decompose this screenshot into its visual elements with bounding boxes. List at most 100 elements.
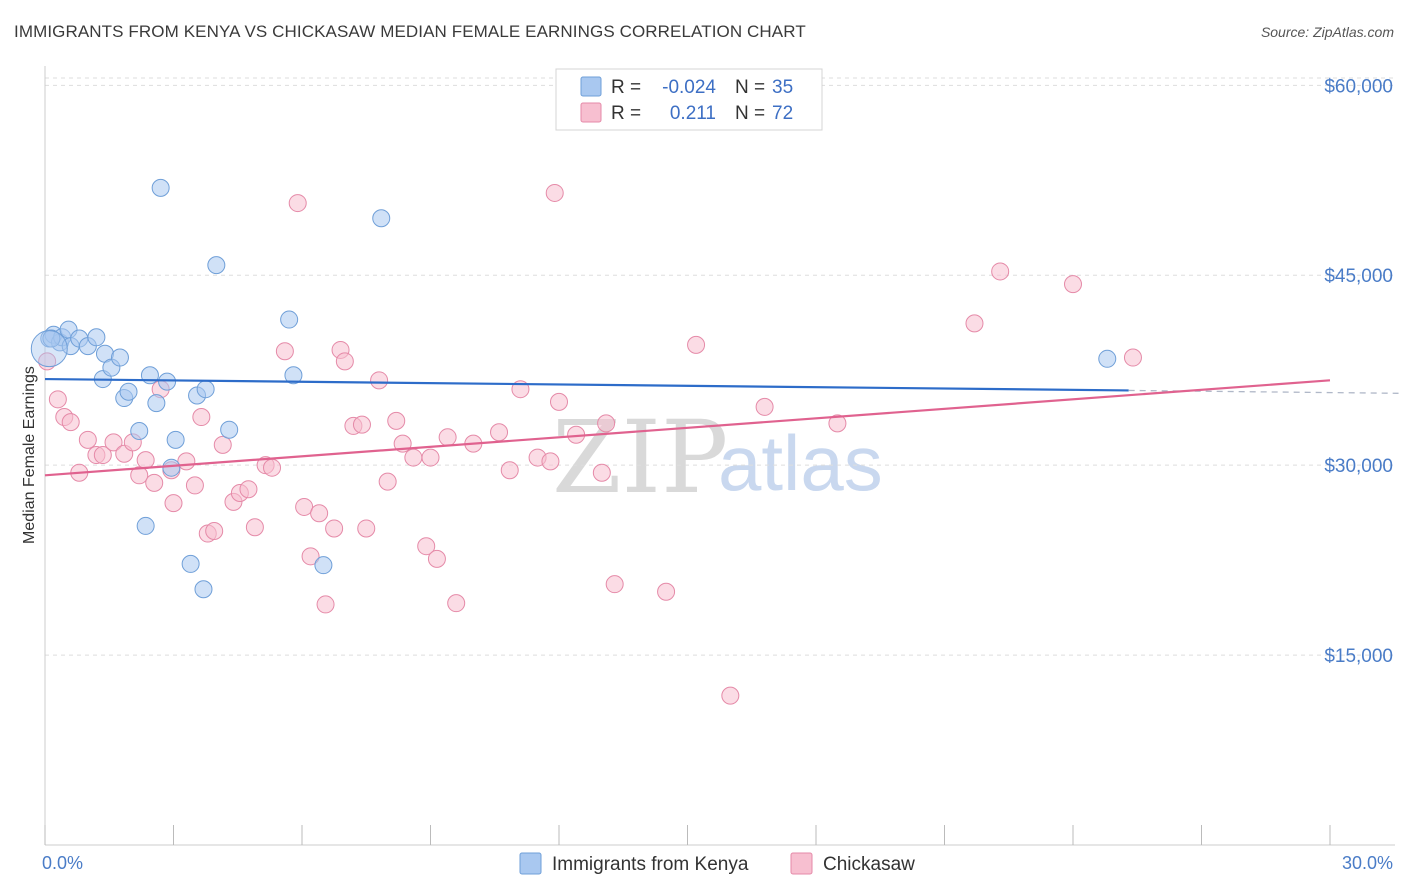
chickasaw-points — [38, 183, 1142, 705]
bottom-legend-swatch-kenya — [519, 852, 542, 875]
chickasaw-point — [500, 461, 519, 480]
tick-labels: $15,000 $30,000 $45,000 $60,000 0.0% 30.0% — [42, 76, 1393, 873]
chickasaw-point — [185, 476, 204, 495]
chickasaw-point — [592, 463, 611, 482]
kenya-point — [42, 329, 61, 348]
legend-r-label: R = — [611, 77, 641, 98]
chickasaw-point — [295, 497, 314, 516]
chickasaw-point — [721, 686, 740, 705]
chickasaw-point — [177, 452, 196, 471]
chickasaw-point — [755, 397, 774, 416]
legend-n-chickasaw: 72 — [772, 103, 793, 124]
kenya-point — [162, 458, 181, 477]
trend-lines — [44, 377, 1399, 477]
chickasaw-point — [263, 458, 282, 477]
kenya-point — [194, 580, 213, 599]
chickasaw-point — [145, 473, 164, 492]
chickasaw-point — [597, 414, 616, 433]
chart-title: IMMIGRANTS FROM KENYA VS CHICKASAW MEDIA… — [14, 22, 806, 41]
kenya-point — [130, 421, 149, 440]
chickasaw-point — [1064, 275, 1082, 294]
legend-swatch-kenya — [580, 76, 602, 97]
kenya-point — [119, 382, 138, 401]
legend-swatch-chickasaw — [580, 102, 602, 123]
series-legend: Immigrants from Kenya Chickasaw — [519, 852, 915, 875]
chickasaw-point — [605, 575, 624, 594]
chickasaw-point — [205, 522, 224, 540]
legend-n-kenya: 35 — [772, 77, 793, 98]
chickasaw-point — [545, 183, 564, 202]
source-credit: Source: ZipAtlas.com — [1260, 24, 1394, 40]
kenya-point — [110, 348, 129, 367]
kenya-point — [314, 556, 333, 575]
kenya-cluster-point — [30, 330, 68, 368]
kenya-point — [196, 380, 215, 399]
chickasaw-point — [965, 314, 984, 333]
chickasaw-point — [404, 448, 423, 467]
watermark-zip: ZIP — [552, 399, 728, 516]
chickasaw-point — [301, 547, 320, 566]
watermark-atlas: atlas — [718, 419, 883, 507]
y-tick-label: $45,000 — [1324, 266, 1393, 287]
chickasaw-point — [78, 430, 97, 449]
kenya-point — [87, 328, 106, 347]
kenya-point — [136, 516, 155, 535]
bottom-legend-swatch-chickasaw — [790, 852, 813, 875]
y-axis-title: Median Female Earnings — [21, 366, 38, 544]
kenya-point — [220, 420, 239, 439]
chickasaw-point — [310, 504, 329, 523]
chickasaw-point — [48, 390, 67, 409]
kenya-point — [151, 178, 170, 197]
chickasaw-point — [991, 262, 1010, 281]
chickasaw-point — [447, 594, 466, 613]
y-tick-label: $60,000 — [1324, 76, 1393, 97]
chickasaw-point — [427, 549, 446, 568]
chickasaw-point — [104, 433, 123, 452]
chickasaw-point — [1123, 348, 1142, 367]
x-tick-label-start: 0.0% — [42, 853, 83, 873]
chickasaw-point — [93, 446, 112, 465]
chickasaw-point — [239, 480, 258, 499]
legend-n-label: N = — [735, 77, 765, 98]
chickasaw-point — [164, 494, 183, 513]
chickasaw-point — [316, 595, 335, 614]
x-tick-label-end: 30.0% — [1342, 853, 1393, 873]
kenya-points — [30, 178, 1117, 599]
chickasaw-point — [136, 451, 155, 470]
chickasaw-point — [687, 335, 706, 354]
chickasaw-point — [387, 411, 406, 430]
legend-n-label-2: N = — [735, 103, 765, 124]
chickasaw-point — [61, 413, 80, 432]
kenya-point — [372, 209, 391, 228]
chickasaw-point — [438, 428, 457, 447]
kenya-point — [181, 554, 200, 573]
chickasaw-point — [550, 392, 568, 411]
legend-r-chickasaw: 0.211 — [670, 103, 716, 124]
axes — [44, 66, 1395, 846]
kenya-point — [158, 372, 177, 391]
chickasaw-point — [213, 435, 232, 454]
chickasaw-point — [325, 519, 344, 538]
chickasaw-point — [288, 194, 307, 213]
grid-lines — [45, 77, 1395, 656]
chickasaw-point — [421, 448, 440, 467]
chickasaw-point — [370, 371, 389, 390]
legend-r-label-2: R = — [611, 103, 641, 124]
kenya-point — [280, 310, 299, 329]
chickasaw-point — [352, 415, 371, 434]
kenya-point — [166, 430, 185, 449]
chickasaw-point — [130, 466, 149, 485]
chickasaw-point — [357, 519, 376, 538]
kenya-point — [284, 366, 303, 385]
stats-legend: R = -0.024 N = 35 R = 0.211 N = 72 — [555, 68, 823, 131]
bottom-legend-kenya: Immigrants from Kenya — [552, 854, 749, 875]
kenya-trend-line — [44, 377, 1129, 392]
chickasaw-point — [490, 423, 509, 442]
y-tick-label: $30,000 — [1324, 456, 1393, 477]
chickasaw-point — [378, 472, 397, 491]
chickasaw-point — [275, 342, 294, 361]
legend-r-kenya: -0.024 — [662, 77, 716, 98]
chickasaw-point — [192, 408, 211, 427]
chickasaw-point — [828, 414, 847, 433]
